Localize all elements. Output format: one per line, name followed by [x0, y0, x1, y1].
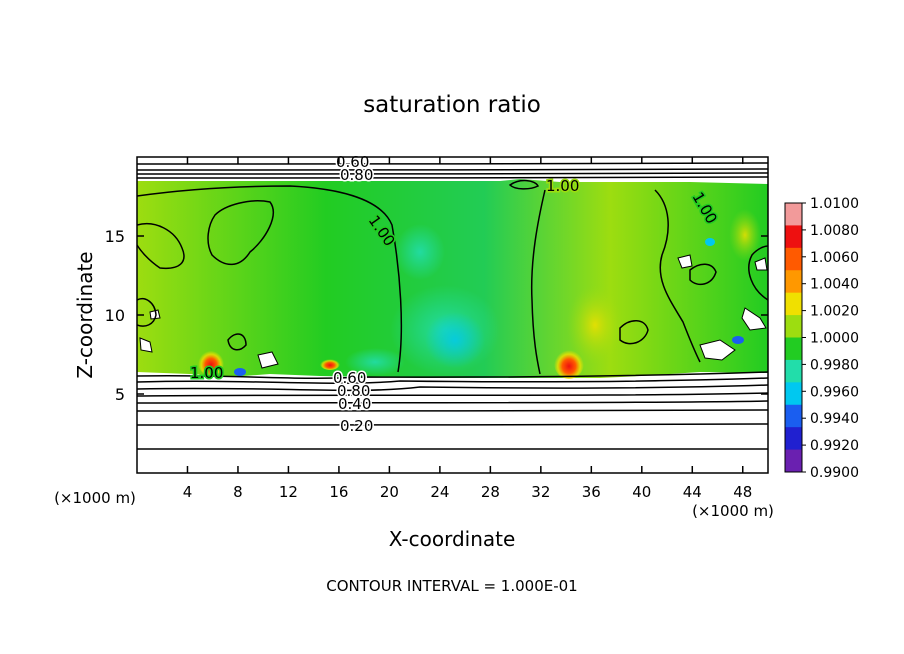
cyan-region-2 [345, 348, 405, 376]
colorbar-swatch [785, 225, 802, 249]
contour-one-left [137, 185, 403, 373]
contour-lower-4 [137, 400, 768, 404]
maximum-region-right [554, 347, 584, 379]
y-tick-label: 15 [105, 227, 125, 246]
colorbar-swatch [785, 382, 802, 406]
x-tick-label: 40 [632, 483, 651, 501]
colorbar-tick-label: 0.9980 [810, 357, 859, 373]
contour-one-right [654, 189, 701, 363]
blue-spot-2 [705, 238, 715, 246]
x-tick-label: 36 [582, 483, 601, 501]
colorbar-swatch [785, 315, 802, 338]
contour-lines [137, 162, 768, 451]
x-axis-label: X-coordinate [389, 527, 516, 551]
x-tick-label: 24 [430, 483, 449, 501]
contour-lower-6 [137, 384, 768, 392]
heatmap-field [137, 179, 768, 379]
white-patch-5 [257, 351, 279, 369]
contour-lower-1 [137, 447, 768, 451]
x-tick-label: 16 [329, 483, 348, 501]
contour-top-1 [137, 162, 768, 165]
yellow-region-top [729, 209, 761, 261]
x-tick-label: 32 [531, 483, 550, 501]
colorbar: 1.0100 1.0080 1.0060 1.0040 1.0020 1.0000 0.99… [784, 196, 859, 481]
contour-lower-2 [137, 423, 768, 426]
x-units-right: (×1000 m) [692, 502, 774, 520]
cyan-region-3 [395, 224, 445, 280]
colorbar-tick-label: 0.9920 [810, 438, 859, 454]
contour-one-left-loop-2 [227, 333, 247, 351]
x-axis: 4 8 12 16 20 24 28 32 36 40 44 48 [183, 157, 752, 501]
contour-label: 0.80 [337, 382, 370, 400]
x-tick-label: 20 [380, 483, 399, 501]
maximum-region-mid [320, 358, 340, 370]
contour-top-2 [137, 168, 768, 171]
x-tick-label: 4 [183, 483, 193, 501]
contour-interval-note: CONTOUR INTERVAL = 1.000E-01 [326, 577, 577, 595]
white-patch-6 [754, 257, 768, 271]
colorbar-tick-label: 0.9960 [810, 384, 859, 400]
white-patch-4 [139, 337, 153, 353]
white-patch-3 [677, 254, 693, 269]
x-tick-label: 44 [683, 483, 702, 501]
x-tick-label: 48 [733, 483, 752, 501]
colorbar-swatch [785, 203, 802, 226]
contour-one-right-loop-2 [689, 263, 717, 286]
colorbar-tick-label: 1.0080 [810, 223, 859, 239]
y-tick-label: 5 [115, 385, 125, 404]
contour-label: 1.00 [546, 177, 579, 195]
yellow-region-right [567, 285, 623, 365]
y-axis-label: Z-coordinate [73, 251, 97, 378]
contour-label: 0.40 [338, 395, 371, 413]
blue-spot-3 [732, 336, 744, 344]
colorbar-tick-label: 1.0000 [810, 331, 859, 347]
colorbar-swatch [785, 449, 802, 473]
x-tick-label: 8 [233, 483, 243, 501]
colorbar-tick-label: 1.0020 [810, 304, 859, 320]
contour-one-mid-loop [508, 179, 540, 190]
contour-one-mid [530, 189, 546, 375]
contour-label: 0.80 [340, 166, 373, 184]
contour-lower-7 [137, 377, 768, 385]
contour-top-3 [137, 172, 768, 175]
white-patch-2 [741, 307, 767, 331]
contour-lower-8 [137, 371, 768, 379]
colorbar-swatch [785, 427, 802, 451]
y-axis: 5 10 15 [105, 227, 768, 404]
x-tick-label: 12 [279, 483, 298, 501]
contour-label: 0.20 [340, 417, 373, 435]
colorbar-swatch [785, 359, 802, 383]
y-tick-label: 10 [105, 306, 125, 325]
colorbar-swatch [785, 270, 802, 294]
x-units-left: (×1000 m) [54, 489, 136, 507]
contour-one-right-loop [619, 320, 649, 345]
colorbar-tick-label: 0.9940 [810, 411, 859, 427]
colorbar-tick-label: 1.0040 [810, 277, 859, 293]
contour-lower-5 [137, 392, 768, 397]
lightblue-region [425, 312, 485, 368]
chart-title: saturation ratio [363, 92, 541, 118]
contour-one-left-small [137, 298, 157, 327]
contour-one-loop-left [207, 200, 274, 266]
contour-label: 1.00 [190, 364, 223, 382]
colorbar-swatch [785, 292, 802, 316]
contour-label: 0.60 [333, 369, 366, 387]
contour-one-left-edge [137, 223, 185, 270]
x-tick-label: 28 [481, 483, 500, 501]
colorbar-swatch [785, 404, 802, 428]
colorbar-tick-label: 1.0100 [810, 196, 859, 212]
contour-one-right-edge [748, 245, 768, 301]
white-patch-1 [699, 339, 736, 361]
contour-top-4 [137, 176, 768, 179]
colorbar-tick-label: 0.9900 [810, 465, 859, 481]
colorbar-swatch [785, 247, 802, 271]
blue-spot-1 [234, 368, 246, 376]
colorbar-tick-label: 1.0060 [810, 250, 859, 266]
maximum-region-left [198, 348, 224, 376]
contour-lower-3 [137, 409, 768, 412]
colorbar-swatch [785, 337, 802, 361]
